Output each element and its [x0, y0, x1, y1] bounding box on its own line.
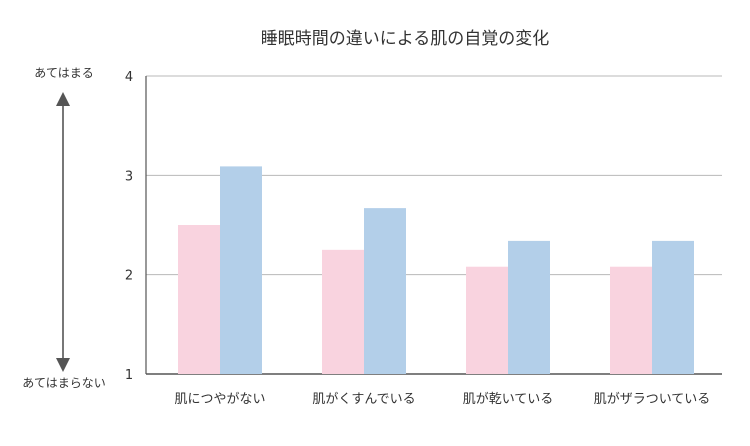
bar: [466, 266, 508, 374]
bar: [220, 166, 262, 374]
y-tick-label: 1: [125, 368, 133, 383]
bar: [610, 266, 652, 374]
category-label: 肌がくすんでいる: [312, 392, 415, 407]
chart-title: 睡眠時間の違いによる肌の自覚の変化: [261, 29, 550, 49]
bar: [508, 240, 550, 374]
scale-top-label: あてはまる: [34, 66, 94, 80]
y-tick-label: 3: [125, 169, 133, 184]
category-label: 肌が乾いている: [463, 392, 554, 407]
category-label: 肌につやがない: [174, 392, 265, 407]
scale-bottom-label: あてはまらない: [22, 376, 106, 390]
category-labels: 肌につやがない 肌がくすんでいる 肌が乾いている 肌がザラついている: [174, 392, 710, 407]
bars: [178, 166, 694, 374]
bar: [322, 249, 364, 374]
category-label: 肌がザラついている: [594, 392, 711, 407]
scale-arrow: [56, 92, 70, 372]
y-tick-labels: 1 2 3 4: [125, 70, 133, 383]
y-tick-label: 2: [125, 269, 133, 284]
y-tick-label: 4: [125, 70, 133, 85]
bar: [178, 225, 220, 374]
bar: [364, 208, 406, 374]
bar: [652, 240, 694, 374]
